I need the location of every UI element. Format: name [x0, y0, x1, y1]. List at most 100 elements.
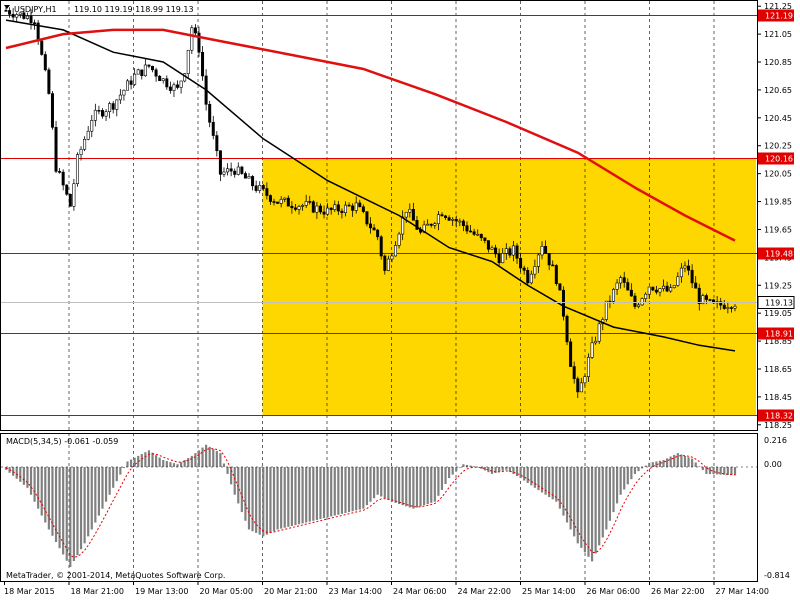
price-tick-label: 119.65 — [764, 225, 792, 234]
candle — [383, 254, 387, 275]
candle — [283, 197, 287, 203]
candle — [154, 67, 158, 82]
price-tick-label: 121.25 — [764, 2, 792, 11]
candle — [619, 275, 623, 289]
macd-scale-bottom: -0.814 — [764, 571, 790, 580]
candle — [569, 338, 573, 367]
chart-dropdown-icon[interactable] — [4, 5, 10, 9]
candle — [729, 306, 733, 313]
candle — [440, 212, 444, 217]
candle — [451, 217, 455, 226]
candle — [68, 193, 72, 207]
price-tick-label: 120.65 — [764, 86, 792, 95]
candle — [165, 75, 169, 90]
level-label-text: 118.32 — [765, 412, 793, 421]
candle — [461, 219, 465, 232]
candle — [215, 131, 219, 157]
candle — [347, 202, 351, 207]
price-tick-label: 121.05 — [764, 30, 792, 39]
candle — [458, 218, 462, 227]
candle — [315, 201, 319, 219]
candle — [86, 126, 90, 141]
candle — [408, 203, 412, 218]
candle — [590, 336, 594, 359]
price-tick-label: 119.85 — [764, 198, 792, 207]
support-resistance-zone[interactable] — [262, 158, 757, 416]
candle — [211, 115, 215, 140]
candle — [594, 336, 598, 345]
candle — [22, 8, 26, 20]
level-price-labels: 121.19 120.16 119.48 118.91 118.32 119.13 — [757, 9, 795, 422]
ma-slow-line — [5, 28, 736, 242]
price-tick-label: 118.65 — [764, 365, 792, 374]
candle — [647, 286, 651, 300]
vertical-grid — [68, 1, 715, 581]
macd-scale-top: 0.216 — [764, 436, 787, 445]
candle — [93, 103, 97, 127]
candle — [515, 243, 519, 264]
candle — [719, 297, 723, 310]
ma-fast-line — [5, 19, 736, 352]
horizontal-levels[interactable] — [1, 15, 757, 416]
time-tick-label: 20 Mar 21:00 — [264, 587, 317, 596]
candle — [40, 39, 44, 56]
level-label-text: 118.91 — [765, 330, 793, 339]
candle — [161, 78, 165, 84]
candle — [193, 24, 197, 36]
price-tick-label: 118.45 — [764, 393, 792, 402]
candle — [311, 200, 315, 214]
candle — [479, 233, 483, 242]
candle — [354, 196, 358, 214]
candle — [394, 241, 398, 257]
candle — [522, 265, 526, 275]
candle — [301, 203, 305, 211]
candle — [536, 253, 540, 274]
candle — [168, 81, 172, 94]
candle — [722, 300, 726, 310]
candle — [679, 263, 683, 283]
candle — [258, 181, 262, 194]
candle — [654, 285, 658, 295]
candle — [54, 120, 58, 174]
candle — [272, 198, 276, 206]
candle — [111, 101, 115, 114]
candle — [25, 12, 29, 20]
candle — [544, 240, 548, 254]
candle — [454, 215, 458, 228]
candle — [47, 67, 51, 95]
candle — [118, 88, 122, 104]
candle — [672, 284, 676, 289]
macd-histogram — [4, 444, 737, 567]
time-tick-label: 18 Mar 2015 — [4, 587, 55, 596]
price-scale[interactable]: 121.25 121.05 120.85 120.65 120.45 120.25 120.… — [757, 2, 792, 430]
candle — [376, 228, 380, 241]
candle — [97, 105, 101, 115]
candle — [540, 241, 544, 260]
candle — [669, 283, 673, 293]
candle — [172, 82, 176, 98]
candle — [8, 7, 12, 18]
candle — [526, 267, 530, 286]
time-tick-label: 18 Mar 21:00 — [71, 587, 124, 596]
level-label-box — [758, 9, 794, 22]
candle — [697, 283, 701, 311]
candle — [558, 283, 562, 291]
candle — [687, 259, 691, 276]
time-scale[interactable]: 18 Mar 2015 18 Mar 21:00 19 Mar 13:00 20 Ma… — [4, 581, 769, 596]
macd-scale: 0.216 0.00 -0.814 — [764, 436, 790, 580]
candle — [43, 51, 47, 72]
price-tick-label: 120.05 — [764, 170, 792, 179]
candle — [472, 228, 476, 236]
candle — [676, 272, 680, 287]
time-tick-label: 26 Mar 06:00 — [587, 587, 640, 596]
candle — [336, 200, 340, 216]
time-tick-label: 25 Mar 14:00 — [522, 587, 575, 596]
candle — [508, 246, 512, 258]
candle — [343, 201, 347, 217]
candle — [151, 65, 155, 73]
candle — [133, 68, 137, 87]
macd-scale-zero: 0.00 — [764, 460, 782, 469]
level-label-box — [758, 327, 794, 340]
candle — [662, 279, 666, 292]
